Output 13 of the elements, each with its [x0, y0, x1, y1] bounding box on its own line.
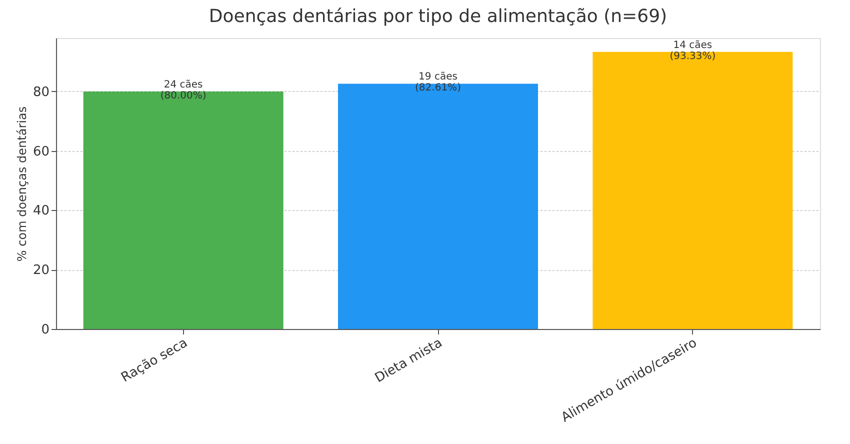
data-label: 19 cães (82.61%)	[415, 72, 462, 94]
chart-title: Doenças dentárias por tipo de alimentação (n=69)	[208, 6, 668, 27]
data-label: 14 cães (93.33%)	[670, 40, 716, 62]
bar	[338, 84, 538, 329]
data-label: 24 cães (80.00%)	[160, 79, 206, 102]
y-axis-title: % com doenças dentárias	[14, 106, 29, 262]
bar	[592, 52, 793, 329]
y-tick-label: 60	[32, 144, 50, 160]
y-tick-label: 80	[32, 84, 50, 100]
y-tick-label: 0	[41, 322, 50, 338]
y-tick-label: 20	[32, 263, 50, 278]
y-tick-label: 40	[32, 204, 50, 219]
bar	[83, 91, 284, 329]
